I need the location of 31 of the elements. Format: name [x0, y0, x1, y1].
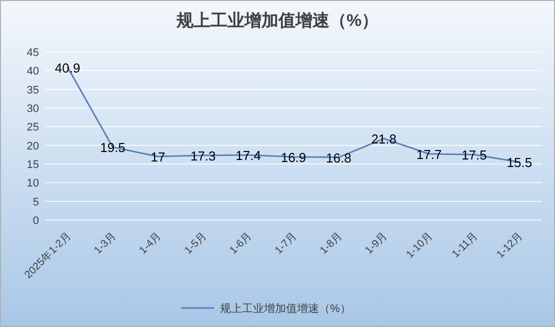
- chart-title: 规上工业增加值增速（%）: [175, 11, 379, 30]
- x-tick-label: 1-3月: [92, 230, 119, 257]
- data-label: 16.9: [280, 150, 306, 165]
- x-tick-label: 1-11月: [450, 230, 480, 260]
- y-tick-label: 5: [32, 196, 39, 208]
- x-tick-label: 1-4月: [137, 230, 164, 257]
- data-label: 16.8: [326, 150, 352, 166]
- x-tick-label: 1-9月: [362, 230, 390, 257]
- x-tick-label: 1-5月: [182, 230, 210, 257]
- x-tick-label: 1-7月: [272, 230, 300, 257]
- y-tick-label: 0: [32, 215, 39, 227]
- y-tick-label: 15: [26, 159, 39, 171]
- y-tick-label: 10: [26, 178, 39, 190]
- y-tick-label: 45: [26, 47, 39, 59]
- data-label: 17.7: [416, 146, 442, 162]
- data-label: 15.5: [506, 155, 532, 170]
- legend-label: 规上工业增加值增速（%）: [220, 302, 351, 315]
- y-tick-label: 35: [26, 84, 39, 96]
- data-label: 19.5: [100, 140, 126, 156]
- data-label: 21.8: [371, 132, 397, 147]
- x-tick-label: 1-6月: [227, 230, 254, 257]
- data-label: 17.3: [190, 148, 216, 164]
- data-label: 17.5: [462, 148, 487, 163]
- data-label: 17.4: [236, 148, 261, 164]
- x-tick-label: 1-8月: [318, 230, 345, 257]
- y-tick-label: 25: [26, 122, 39, 134]
- data-label: 40.9: [54, 60, 80, 76]
- y-tick-label: 30: [26, 103, 39, 115]
- y-tick-label: 20: [26, 140, 39, 152]
- y-tick-label: 40: [26, 66, 39, 78]
- data-label: 17: [150, 150, 166, 165]
